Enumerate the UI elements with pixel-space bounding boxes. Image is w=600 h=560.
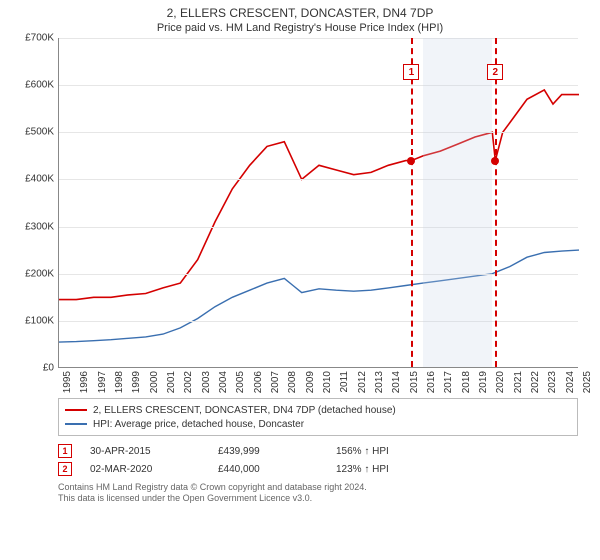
series-line-hpi	[59, 250, 579, 342]
y-tick-label: £600K	[25, 80, 54, 91]
event-hpi-pct: 123% ↑ HPI	[336, 464, 389, 475]
y-axis: £0£100K£200K£300K£400K£500K£600K£700K	[10, 38, 58, 368]
event-number-box: 1	[58, 444, 72, 458]
event-marker-box: 1	[403, 64, 419, 80]
event-line	[495, 38, 497, 367]
x-tick-label: 2002	[183, 371, 194, 393]
event-row: 2 02-MAR-2020 £440,000 123% ↑ HPI	[58, 460, 578, 478]
x-tick-label: 2021	[513, 371, 524, 393]
chart-title: 2, ELLERS CRESCENT, DONCASTER, DN4 7DP	[10, 6, 590, 20]
chart-subtitle: Price paid vs. HM Land Registry's House …	[10, 22, 590, 34]
x-tick-label: 2019	[478, 371, 489, 393]
x-tick-label: 2016	[426, 371, 437, 393]
y-tick-label: £300K	[25, 221, 54, 232]
legend-label: HPI: Average price, detached house, Donc…	[93, 419, 304, 430]
x-tick-label: 1996	[79, 371, 90, 393]
gridline	[59, 179, 578, 180]
y-tick-label: £700K	[25, 33, 54, 44]
x-tick-label: 1998	[114, 371, 125, 393]
legend-row: 2, ELLERS CRESCENT, DONCASTER, DN4 7DP (…	[65, 403, 571, 417]
x-tick-label: 2020	[495, 371, 506, 393]
x-tick-label: 2010	[322, 371, 333, 393]
x-tick-label: 2014	[391, 371, 402, 393]
chart-legend: 2, ELLERS CRESCENT, DONCASTER, DN4 7DP (…	[58, 398, 578, 436]
x-tick-label: 2006	[253, 371, 264, 393]
event-price: £440,000	[218, 464, 318, 475]
plot-area: 12	[58, 38, 578, 368]
x-tick-label: 2009	[305, 371, 316, 393]
events-table: 1 30-APR-2015 £439,999 156% ↑ HPI 2 02-MAR-20…	[58, 442, 578, 478]
legend-label: 2, ELLERS CRESCENT, DONCASTER, DN4 7DP (…	[93, 405, 396, 416]
line-layer	[59, 38, 579, 368]
x-tick-label: 2022	[530, 371, 541, 393]
event-number-box: 2	[58, 462, 72, 476]
x-axis: 1995 1996 1997 1998 1999 2000 2001 2002 2003 2004…	[58, 368, 578, 398]
x-tick-label: 2004	[218, 371, 229, 393]
event-row: 1 30-APR-2015 £439,999 156% ↑ HPI	[58, 442, 578, 460]
x-tick-label: 2023	[547, 371, 558, 393]
x-tick-label: 2000	[149, 371, 160, 393]
event-line	[411, 38, 413, 367]
sale-marker	[407, 157, 415, 165]
x-tick-label: 2003	[201, 371, 212, 393]
gridline	[59, 227, 578, 228]
x-tick-label: 1997	[97, 371, 108, 393]
event-price: £439,999	[218, 446, 318, 457]
series-line-property	[59, 90, 579, 300]
y-tick-label: £500K	[25, 127, 54, 138]
gridline	[59, 132, 578, 133]
x-tick-label: 2011	[339, 371, 350, 393]
y-tick-label: £200K	[25, 268, 54, 279]
event-date: 02-MAR-2020	[90, 464, 200, 475]
event-date: 30-APR-2015	[90, 446, 200, 457]
x-tick-label: 2013	[374, 371, 385, 393]
x-tick-label: 2017	[443, 371, 454, 393]
x-tick-label: 2024	[565, 371, 576, 393]
x-tick-label: 2025	[582, 371, 593, 393]
x-tick-label: 1999	[131, 371, 142, 393]
y-tick-label: £0	[43, 363, 54, 374]
y-tick-label: £400K	[25, 174, 54, 185]
y-tick-label: £100K	[25, 315, 54, 326]
footnote: Contains HM Land Registry data © Crown c…	[58, 482, 590, 505]
legend-swatch	[65, 423, 87, 425]
x-tick-label: 2001	[166, 371, 177, 393]
legend-swatch	[65, 409, 87, 411]
x-tick-label: 2005	[235, 371, 246, 393]
shaded-region	[423, 38, 492, 367]
chart-container: 2, ELLERS CRESCENT, DONCASTER, DN4 7DP P…	[0, 0, 600, 560]
x-tick-label: 2007	[270, 371, 281, 393]
gridline	[59, 85, 578, 86]
legend-row: HPI: Average price, detached house, Donc…	[65, 417, 571, 431]
gridline	[59, 274, 578, 275]
sale-marker	[491, 157, 499, 165]
x-tick-label: 2008	[287, 371, 298, 393]
gridline	[59, 321, 578, 322]
x-tick-label: 1995	[62, 371, 73, 393]
chart-area: £0£100K£200K£300K£400K£500K£600K£700K 12…	[10, 38, 590, 398]
footnote-line1: Contains HM Land Registry data © Crown c…	[58, 482, 590, 493]
x-tick-label: 2015	[409, 371, 420, 393]
event-marker-box: 2	[487, 64, 503, 80]
gridline	[59, 38, 578, 39]
x-tick-label: 2012	[357, 371, 368, 393]
footnote-line2: This data is licensed under the Open Gov…	[58, 493, 590, 504]
event-hpi-pct: 156% ↑ HPI	[336, 446, 389, 457]
x-tick-label: 2018	[461, 371, 472, 393]
